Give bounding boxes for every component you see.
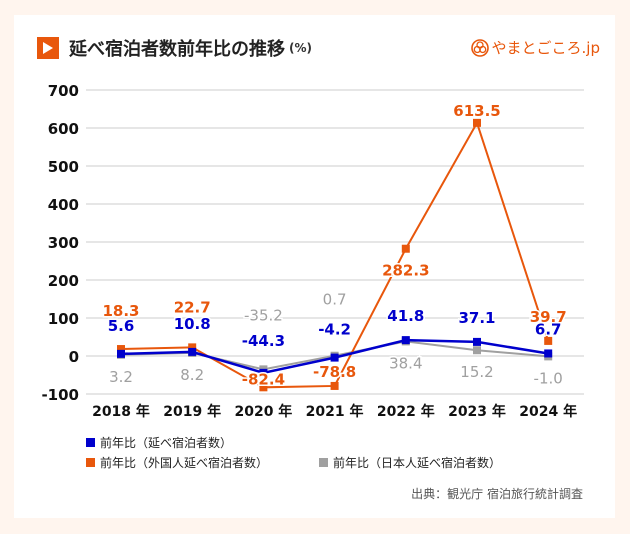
data-point-foreign <box>117 345 125 354</box>
legend-swatch <box>86 438 95 447</box>
y-tick-label: 700 <box>48 82 79 100</box>
data-point-total <box>544 349 553 358</box>
data-point-total <box>330 353 339 362</box>
data-label-foreign: 39.7 <box>530 308 567 326</box>
data-label-foreign: 22.7 <box>174 298 211 316</box>
data-point-total <box>401 336 410 345</box>
data-label-total: 41.8 <box>387 307 424 325</box>
legend-item-total: 前年比（延べ宿泊者数） <box>86 434 232 451</box>
data-label-japanese: -35.2 <box>244 306 283 324</box>
data-label-total: -4.2 <box>318 321 351 339</box>
data-point-foreign <box>544 336 553 345</box>
data-point-total <box>473 337 481 346</box>
play-triangle-icon <box>37 37 59 59</box>
brand-name: やまとごころ.jp <box>491 39 600 57</box>
source-note: 出典：観光庁 宿泊旅行統計調査 <box>411 487 583 501</box>
data-label-foreign: -78.8 <box>313 363 356 381</box>
brand-logo: やまとごころ.jp <box>470 37 600 58</box>
legend-label: 前年比（日本人延べ宿泊者数） <box>333 456 502 470</box>
data-label-japanese: -1.0 <box>534 369 563 387</box>
chart-unit: (%) <box>289 41 312 55</box>
data-label-total: 5.6 <box>108 317 135 335</box>
y-tick-label: 100 <box>48 310 79 328</box>
x-tick-label: 2021 年 <box>306 403 364 420</box>
data-label-foreign: 613.5 <box>453 102 500 120</box>
legend-item-japanese: 前年比（日本人延べ宿泊者数） <box>319 454 501 471</box>
y-tick-label: 500 <box>48 158 79 176</box>
data-point-foreign <box>330 381 339 390</box>
data-label-japanese: 8.2 <box>180 366 204 384</box>
data-label-foreign: -82.4 <box>242 370 285 388</box>
flower-logo-icon <box>470 38 489 57</box>
x-tick-label: 2022 年 <box>377 403 435 420</box>
data-label-japanese: 38.4 <box>389 354 422 372</box>
data-label-japanese: 0.7 <box>323 291 347 309</box>
data-point-foreign <box>188 343 197 352</box>
data-label-total: 10.8 <box>174 315 211 333</box>
x-tick-label: 2018 年 <box>92 403 150 420</box>
legend-swatch <box>86 458 95 467</box>
series-line-foreign <box>120 120 550 389</box>
y-tick-label: 400 <box>48 196 79 214</box>
x-tick-label: 2023 年 <box>448 403 506 420</box>
chart-title: 延べ宿泊者数前年比の推移 <box>69 39 285 60</box>
chart-header: 延べ宿泊者数前年比の推移 (%) <box>37 35 312 61</box>
y-tick-label: 200 <box>48 272 79 290</box>
y-tick-label: 300 <box>48 234 79 252</box>
legend-swatch <box>319 458 328 467</box>
data-label-japanese: 15.2 <box>460 363 493 381</box>
data-point-total <box>188 347 197 356</box>
data-point-foreign <box>401 244 410 253</box>
y-tick-label: -100 <box>41 386 79 404</box>
x-tick-label: 2024 年 <box>519 403 577 420</box>
y-tick-label: 0 <box>69 348 79 366</box>
data-point-foreign <box>473 118 481 127</box>
data-label-total: 37.1 <box>458 309 495 327</box>
data-point-total <box>259 368 268 377</box>
data-label-foreign: 282.3 <box>382 262 429 280</box>
data-label-total: -44.3 <box>242 332 285 350</box>
chart-card <box>14 15 615 518</box>
data-label-total: 6.7 <box>535 320 562 338</box>
x-tick-label: 2019 年 <box>163 403 221 420</box>
data-point-japanese <box>473 346 481 355</box>
data-point-foreign <box>259 383 268 392</box>
legend-label: 前年比（延べ宿泊者数） <box>100 436 233 450</box>
data-label-foreign: 18.3 <box>102 302 139 320</box>
data-label-japanese: 3.2 <box>109 368 133 386</box>
data-point-total <box>117 349 125 358</box>
y-tick-label: 600 <box>48 120 79 138</box>
legend-item-foreign: 前年比（外国人延べ宿泊者数） <box>86 454 268 471</box>
x-tick-label: 2020 年 <box>234 403 292 420</box>
legend-label: 前年比（外国人延べ宿泊者数） <box>100 456 269 470</box>
